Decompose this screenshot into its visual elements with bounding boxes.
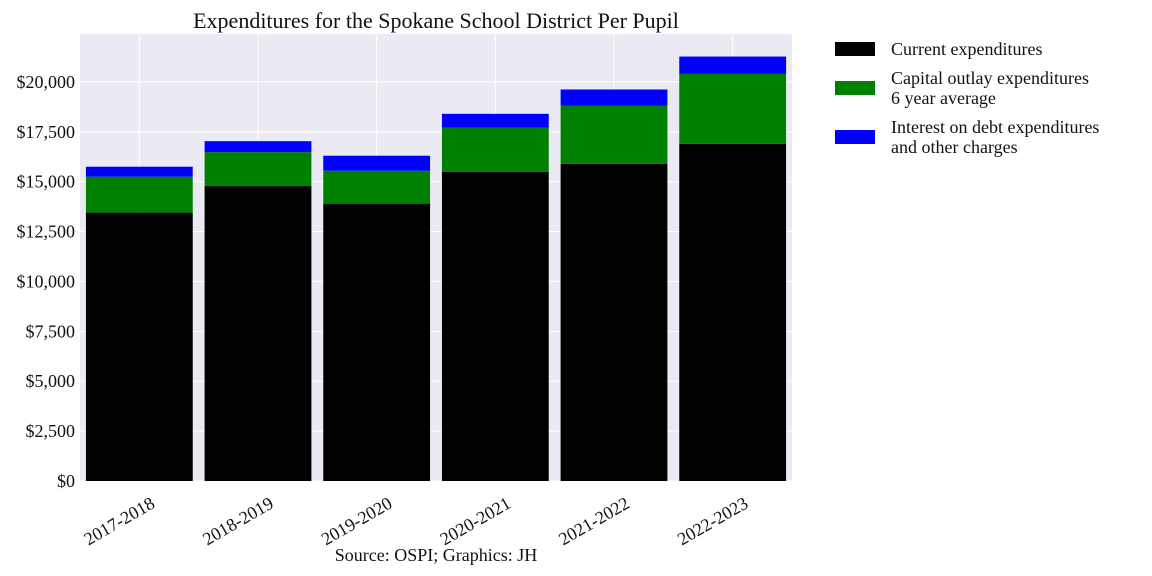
bar-capital-2018-2019 bbox=[204, 152, 312, 187]
legend: Current expenditures Capital outlay expen… bbox=[835, 39, 1099, 157]
bar-current-2020-2021 bbox=[441, 171, 549, 482]
bars bbox=[85, 56, 787, 482]
bar-interest-2022-2023 bbox=[679, 56, 787, 74]
x-tick-label: 2018-2019 bbox=[199, 493, 277, 549]
legend-label: Current expenditures bbox=[891, 39, 1042, 59]
x-tick-label: 2019-2020 bbox=[318, 493, 396, 549]
y-tick-label: $0 bbox=[57, 471, 75, 491]
bar-interest-2021-2022 bbox=[560, 89, 668, 106]
bar-current-2022-2023 bbox=[679, 143, 787, 482]
bar-interest-2019-2020 bbox=[323, 155, 431, 171]
x-tick-label: 2022-2023 bbox=[674, 493, 752, 549]
legend-swatch bbox=[835, 130, 875, 144]
bar-capital-2019-2020 bbox=[323, 170, 431, 204]
y-tick-label: $10,000 bbox=[17, 271, 76, 291]
y-tick-label: $12,500 bbox=[17, 222, 76, 242]
plot-area bbox=[80, 34, 792, 481]
y-axis-ticks: $0 $2,500 $5,000 $7,500 $10,000 $12,500 $15,00… bbox=[17, 72, 76, 491]
bar-capital-2020-2021 bbox=[441, 127, 549, 172]
y-tick-label: $15,000 bbox=[17, 172, 76, 192]
bar-interest-2018-2019 bbox=[204, 141, 312, 153]
legend-label: Interest on debt expenditures and other c… bbox=[891, 117, 1099, 157]
legend-swatch bbox=[835, 81, 875, 95]
legend-swatch bbox=[835, 42, 875, 56]
bar-capital-2022-2023 bbox=[679, 73, 787, 144]
y-tick-label: $7,500 bbox=[26, 321, 76, 341]
legend-label: Capital outlay expenditures 6 year averag… bbox=[891, 68, 1089, 108]
source-caption: Source: OSPI; Graphics: JH bbox=[335, 545, 537, 565]
chart-title: Expenditures for the Spokane School Dist… bbox=[193, 8, 679, 33]
y-tick-label: $20,000 bbox=[17, 72, 76, 92]
x-tick-label: 2021-2022 bbox=[555, 493, 633, 549]
bar-capital-2017-2018 bbox=[85, 176, 193, 213]
bar-current-2019-2020 bbox=[323, 203, 431, 481]
bar-current-2018-2019 bbox=[204, 186, 312, 481]
bar-current-2021-2022 bbox=[560, 163, 668, 481]
bar-interest-2017-2018 bbox=[85, 166, 193, 177]
x-tick-label: 2017-2018 bbox=[81, 493, 159, 549]
y-tick-label: $2,500 bbox=[26, 421, 76, 441]
y-tick-label: $5,000 bbox=[26, 371, 76, 391]
y-tick-label: $17,500 bbox=[17, 122, 76, 142]
bar-interest-2020-2021 bbox=[441, 113, 549, 128]
x-tick-label: 2020-2021 bbox=[437, 493, 515, 549]
x-axis-ticks: 2017-2018 2018-2019 2019-2020 2020-2021 2021… bbox=[81, 493, 752, 549]
bar-capital-2021-2022 bbox=[560, 105, 668, 164]
bar-current-2017-2018 bbox=[85, 212, 193, 481]
